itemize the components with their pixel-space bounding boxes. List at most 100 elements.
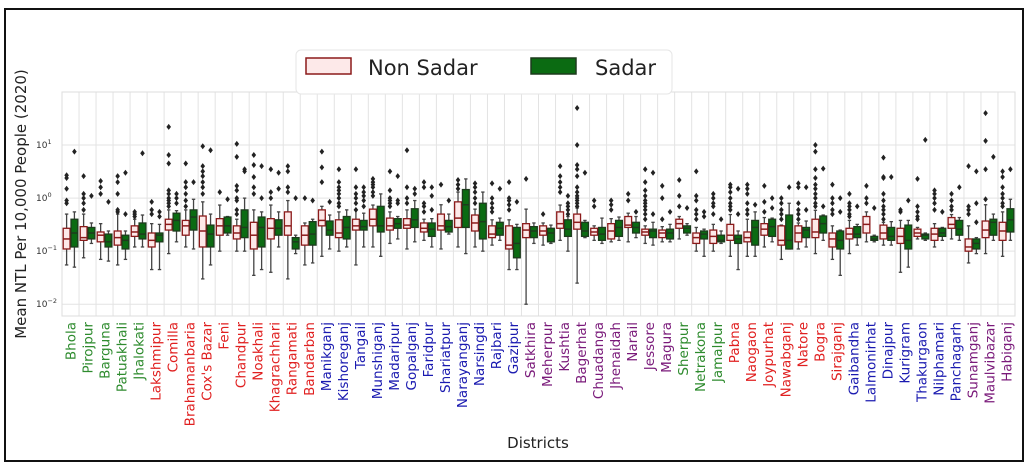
outlier-point	[574, 203, 580, 210]
outlier-point	[506, 179, 512, 186]
non-sadar-box	[896, 206, 905, 273]
outlier-point	[489, 180, 495, 187]
non-sadar-box	[232, 140, 241, 252]
district-group	[930, 187, 947, 248]
outlier-point	[361, 189, 367, 196]
district-group	[266, 166, 283, 273]
iqr-box	[138, 222, 147, 240]
non-sadar-box	[590, 197, 599, 241]
iqr-box	[223, 216, 232, 234]
outlier-point	[557, 184, 563, 191]
x-tick-label: Satkhira	[523, 322, 539, 378]
outlier-point	[1000, 195, 1005, 202]
iqr-box	[385, 217, 394, 231]
grid	[61, 92, 1016, 316]
non-sadar-box	[879, 154, 888, 246]
x-tick-label: Gazipur	[506, 322, 522, 375]
outlier-point	[540, 211, 546, 218]
outlier-point	[183, 203, 189, 210]
outlier-point	[676, 192, 682, 199]
outlier-point	[762, 198, 767, 205]
outlier-point	[89, 192, 94, 199]
sadar-box	[104, 198, 113, 262]
outlier-point	[864, 200, 869, 207]
x-tick-label: Kushtia	[557, 322, 573, 372]
outlier-point	[779, 211, 784, 218]
outlier-point	[565, 211, 571, 218]
outlier-point	[898, 206, 903, 213]
iqr-box	[802, 226, 811, 239]
iqr-box	[104, 233, 113, 248]
district-group	[845, 190, 862, 255]
outlier-point	[693, 197, 699, 204]
x-tick-label: Pirojpur	[81, 322, 97, 374]
outlier-point	[387, 203, 393, 210]
outlier-point	[285, 163, 291, 170]
outlier-point	[693, 211, 699, 218]
outlier-point	[659, 195, 665, 202]
sadar-box	[325, 198, 334, 250]
x-tick-label: Gaibandha	[846, 322, 862, 395]
district-group	[130, 150, 147, 248]
outlier-point	[327, 198, 332, 205]
outlier-point	[412, 185, 418, 192]
sadar-box	[580, 169, 590, 239]
x-tick-label: Tangail	[353, 322, 369, 370]
sadar-box	[121, 169, 130, 261]
iqr-box	[96, 231, 105, 243]
outlier-point	[574, 166, 580, 173]
outlier-point	[813, 200, 818, 207]
outlier-point	[353, 166, 359, 173]
non-sadar-box	[266, 166, 275, 273]
non-sadar-box	[215, 189, 224, 252]
outlier-point	[710, 203, 716, 210]
y-tick-label: 10−2	[36, 297, 57, 310]
outlier-point	[489, 205, 495, 212]
non-sadar-box	[147, 198, 156, 271]
outlier-point	[745, 190, 750, 197]
non-sadar-box	[709, 190, 718, 252]
x-tick-label: Lakshmipur	[149, 322, 165, 401]
x-tick-label: Joypurhat	[761, 322, 777, 388]
outlier-point	[847, 190, 852, 197]
iqr-box	[351, 218, 360, 231]
district-group	[368, 175, 385, 257]
outlier-point	[820, 165, 826, 172]
iqr-box	[155, 232, 164, 243]
outlier-point	[421, 208, 427, 215]
outlier-point	[336, 179, 342, 186]
sadar-box	[751, 201, 760, 257]
sadar-box	[155, 208, 164, 271]
outlier-point	[847, 211, 852, 218]
iqr-box	[334, 219, 343, 239]
legend: Non Sadar Sadar	[295, 49, 673, 95]
x-tick-label: Lalmonirhat	[863, 322, 879, 403]
outlier-point	[642, 192, 648, 199]
outlier-point	[769, 195, 775, 202]
outlier-point	[659, 216, 665, 223]
outlier-point	[642, 206, 648, 213]
outlier-point	[234, 195, 240, 202]
outlier-point	[353, 206, 359, 213]
district-group	[385, 168, 402, 245]
outlier-point	[166, 160, 172, 167]
iqr-box	[189, 209, 198, 231]
outlier-point	[676, 203, 682, 210]
sadar-box	[393, 173, 402, 240]
x-tick-label: Bandarban	[302, 322, 318, 396]
outlier-point	[361, 203, 367, 210]
district-group	[556, 163, 572, 252]
outlier-point	[728, 200, 733, 207]
outlier-point	[557, 189, 563, 196]
x-tick-label: Narail	[625, 322, 641, 362]
outlier-point	[455, 185, 461, 192]
iqr-box	[819, 215, 828, 234]
district-group	[777, 184, 794, 261]
non-sadar-box	[198, 143, 207, 280]
outlier-point	[310, 197, 315, 204]
district-group	[879, 154, 896, 246]
district-group	[658, 182, 675, 243]
outlier-point	[830, 181, 835, 188]
outlier-point	[728, 203, 733, 210]
outlier-point	[1000, 200, 1005, 207]
